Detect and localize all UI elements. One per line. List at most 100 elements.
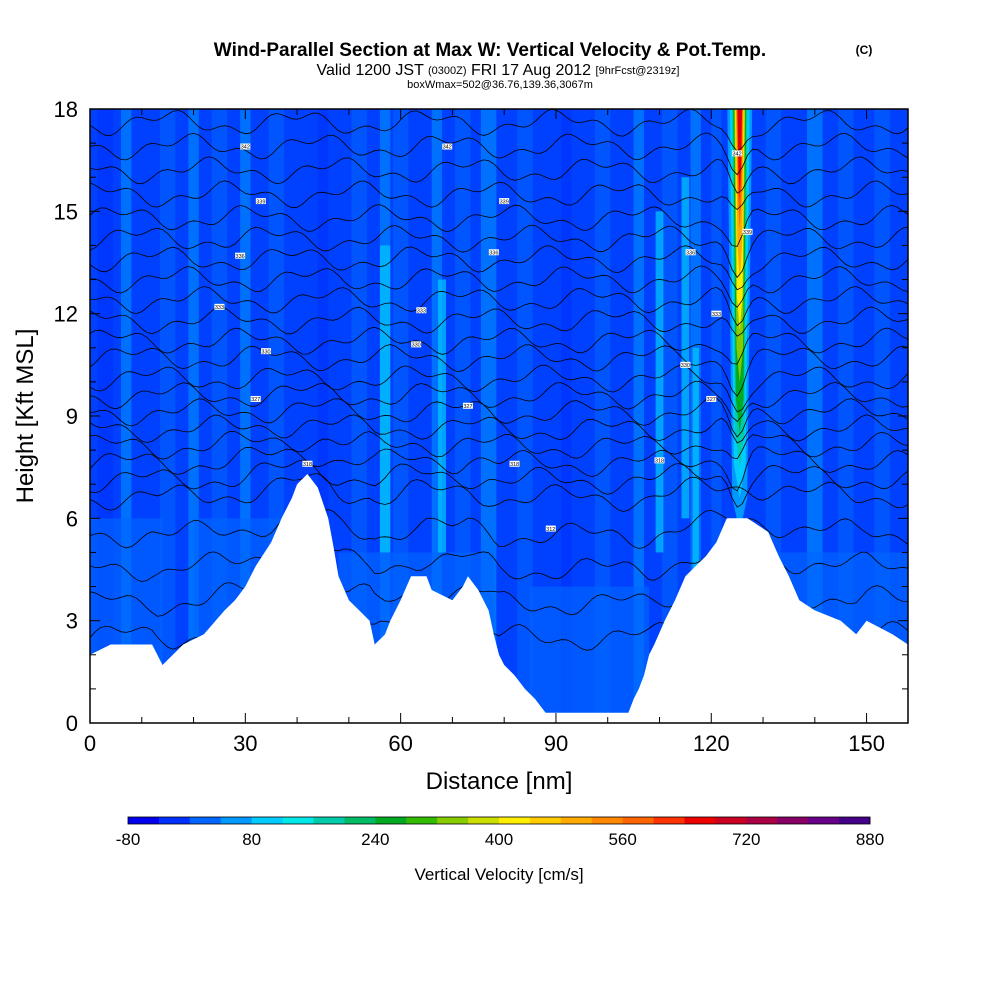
isentrope-line [90, 245, 908, 291]
isentrope-label: 318 [654, 457, 665, 465]
colorbar-swatch [777, 817, 809, 824]
velocity-core [655, 211, 664, 553]
colorbar-swatch [591, 817, 624, 824]
isentrope-label: 333 [416, 307, 427, 314]
colorbar-swatch [437, 817, 469, 824]
velocity-streak [431, 109, 443, 723]
subtitle-valid-time: Valid 1200 JST (0300Z) FRI 17 Aug 2012 [… [317, 61, 680, 79]
colorbar-swatch [715, 817, 747, 824]
colorbar-swatch [375, 817, 407, 824]
isentrope-label: 318 [509, 460, 520, 468]
colorbar-tick-label: 400 [485, 830, 513, 849]
x-tick-label: 30 [233, 731, 257, 756]
colorbar-swatch [839, 817, 871, 824]
velocity-streak [594, 109, 611, 723]
valid-zulu: (0300Z) [428, 65, 467, 77]
velocity-zone [530, 586, 650, 723]
isentrope-line [90, 509, 908, 549]
isentrope-label: 318 [302, 460, 313, 468]
colorbar-tick-label: 80 [242, 830, 261, 849]
isentrope-line [90, 180, 908, 211]
velocity-streak [188, 109, 199, 723]
colorbar-label: Vertical Velocity [cm/s] [414, 865, 583, 884]
y-tick-label: 18 [54, 97, 78, 122]
isentrope-line [90, 459, 908, 508]
isentrope-line [90, 326, 908, 365]
colorbar-swatch [653, 817, 685, 824]
colorbar-swatch [468, 817, 500, 824]
x-tick-label: 120 [693, 731, 730, 756]
isentrope-line [90, 156, 908, 194]
y-axis-label: Height [Kft MSL] [12, 329, 39, 504]
isentrope-label: 342 [442, 143, 453, 151]
isentrope-label: 327 [462, 402, 473, 410]
isentrope-line [90, 380, 908, 423]
x-tick-label: 0 [84, 731, 96, 756]
colorbar-swatch [406, 817, 438, 824]
isentrope-label: 330 [680, 361, 691, 369]
box-info: boxWmax=502@36.76,139.36,3067m [407, 79, 593, 91]
y-axis: 0 3 6 9 12 15 18 [54, 97, 908, 736]
isentrope-label: 342 [240, 143, 251, 151]
isentrope-line [90, 109, 908, 152]
y-tick-label: 15 [54, 199, 78, 224]
velocity-core [379, 245, 391, 553]
colorbar-tick-label: -80 [116, 830, 141, 849]
isentrope-line [90, 306, 908, 337]
colorbar-swatch [189, 817, 222, 824]
colorbar-swatch [220, 817, 253, 824]
svg-text:336: 336 [236, 254, 245, 260]
velocity-streak [121, 109, 132, 723]
isentrope-label: 336 [685, 249, 696, 256]
colorbar-tick-label: 560 [608, 830, 636, 849]
colorbar-frame [127, 816, 871, 825]
velocity-streak [561, 109, 572, 723]
svg-text:318: 318 [655, 459, 664, 465]
isentrope-label: 327 [706, 395, 717, 403]
svg-text:327: 327 [251, 397, 260, 403]
isentrope-line [90, 265, 908, 308]
svg-text:339: 339 [743, 230, 752, 236]
colorbar-tick-label: 720 [732, 830, 760, 849]
isentrope-line [90, 344, 908, 397]
colorbar-swatch [684, 817, 716, 824]
x-axis-label: Distance [nm] [426, 768, 573, 795]
y-tick-label: 3 [66, 609, 78, 634]
colorbar-swatch [746, 817, 778, 824]
valid-prefix: Valid 1200 JST [317, 62, 425, 79]
chart-title: Wind-Parallel Section at Max W: Vertical… [214, 40, 766, 61]
x-tick-label: 90 [544, 731, 568, 756]
colorbar: -80 80 240 400 560 720 880 [116, 816, 884, 849]
plot-area: 342 339 336 333 330 327 318 342 339 336 333 330 327 3… [90, 109, 908, 723]
isentrope-line [90, 132, 908, 176]
isentrope-label: 327 [250, 395, 261, 403]
svg-text:342: 342 [443, 145, 452, 151]
svg-text:318: 318 [510, 462, 519, 468]
isentrope-line [90, 364, 908, 413]
isentrope-line [90, 224, 908, 279]
svg-text:312: 312 [546, 527, 555, 533]
svg-text:327: 327 [463, 404, 472, 410]
colorbar-swatch [499, 817, 531, 824]
isentrope-line [90, 446, 908, 492]
valid-date: FRI 17 Aug 2012 [471, 62, 591, 79]
isentrope-line [90, 286, 908, 327]
svg-text:339: 339 [500, 199, 509, 205]
svg-text:330: 330 [681, 363, 690, 369]
colorbar-swatch [808, 817, 840, 824]
colorbar-tick-label: 240 [361, 830, 389, 849]
svg-text:330: 330 [261, 349, 270, 355]
velocity-streak [711, 109, 722, 723]
forecast-info: [9hrFcst@2319z] [596, 65, 680, 77]
x-axis: 0 30 60 90 120 150 [84, 109, 885, 756]
x-tick-label: 150 [848, 731, 885, 756]
y-tick-label: 12 [54, 302, 78, 327]
svg-text:333: 333 [712, 312, 721, 318]
colorbar-swatch [529, 817, 562, 824]
y-tick-label: 9 [66, 404, 78, 429]
svg-text:342: 342 [733, 152, 742, 158]
isentrope-label: 339 [742, 228, 753, 236]
isentrope-label: 336 [235, 252, 246, 260]
colorbar-swatch [128, 817, 160, 824]
